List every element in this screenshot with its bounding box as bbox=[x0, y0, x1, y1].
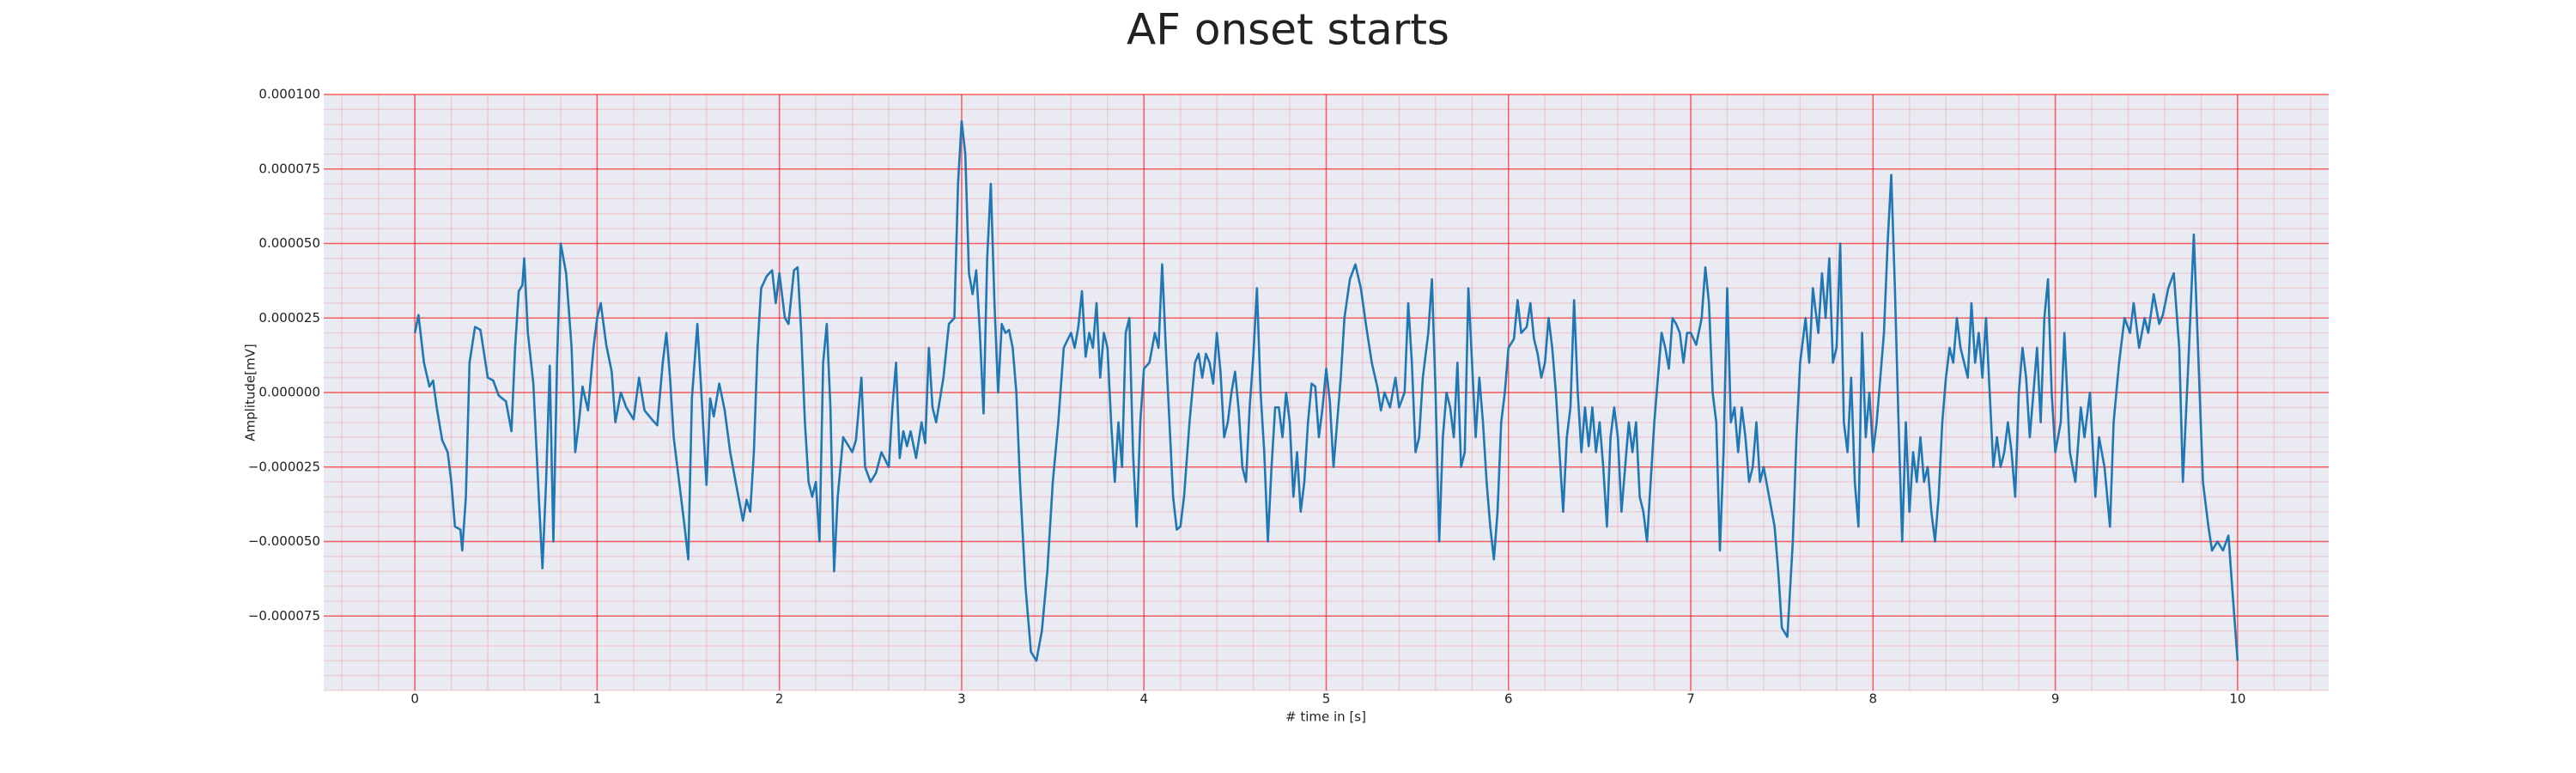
y-tick-label: 0.000075 bbox=[258, 161, 320, 176]
x-tick-label: 0 bbox=[410, 691, 419, 707]
y-axis-label: Amplitude[mV] bbox=[243, 344, 258, 441]
x-tick-label: 4 bbox=[1139, 691, 1148, 707]
y-tick-label: 0.000000 bbox=[258, 385, 320, 400]
y-tick-label: 0.000100 bbox=[258, 87, 320, 102]
x-tick-label: 7 bbox=[1686, 691, 1695, 707]
y-tick-label: −0.000075 bbox=[248, 608, 320, 624]
signal-line bbox=[413, 119, 2239, 662]
x-tick-label: 3 bbox=[957, 691, 966, 707]
x-tick-label: 1 bbox=[593, 691, 602, 707]
chart-title: AF onset starts bbox=[1127, 5, 1449, 55]
x-tick-label: 9 bbox=[2051, 691, 2060, 707]
x-tick-label: 6 bbox=[1504, 691, 1513, 707]
y-tick-label: 0.000025 bbox=[258, 310, 320, 326]
x-axis-label: # time in [s] bbox=[1285, 709, 1366, 725]
y-tick-label: −0.000025 bbox=[248, 459, 320, 474]
x-tick-label: 8 bbox=[1869, 691, 1878, 707]
x-tick-label: 5 bbox=[1322, 691, 1331, 707]
x-tick-label: 2 bbox=[775, 691, 784, 707]
x-tick-label: 10 bbox=[2229, 691, 2245, 707]
y-tick-label: −0.000050 bbox=[248, 533, 320, 549]
y-tick-label: 0.000050 bbox=[258, 235, 320, 251]
